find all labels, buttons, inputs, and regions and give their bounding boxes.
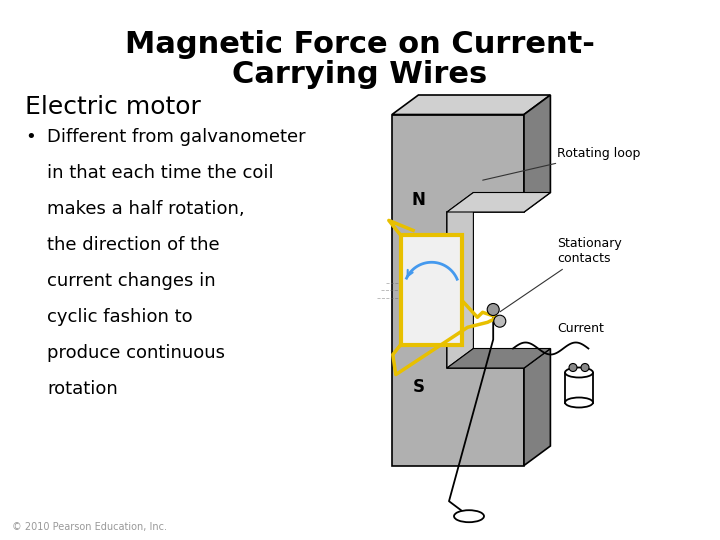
Text: rotation: rotation [47, 380, 118, 398]
Text: Stationary
contacts: Stationary contacts [500, 237, 622, 312]
Circle shape [494, 315, 505, 327]
Text: •: • [25, 128, 36, 146]
Text: Electric motor: Electric motor [25, 95, 201, 119]
Ellipse shape [565, 368, 593, 377]
Polygon shape [524, 348, 550, 465]
Bar [401, 235, 462, 345]
Ellipse shape [565, 397, 593, 408]
Text: makes a half rotation,: makes a half rotation, [47, 200, 245, 218]
Polygon shape [447, 192, 474, 368]
Text: Carrying Wires: Carrying Wires [233, 60, 487, 89]
Circle shape [581, 363, 589, 372]
Polygon shape [524, 95, 550, 212]
Text: Magnetic Force on Current-: Magnetic Force on Current- [125, 30, 595, 59]
Circle shape [487, 303, 499, 315]
Text: © 2010 Pearson Education, Inc.: © 2010 Pearson Education, Inc. [12, 522, 167, 532]
Text: current changes in: current changes in [47, 272, 215, 290]
Circle shape [569, 363, 577, 372]
Text: Current: Current [557, 322, 604, 335]
Text: Different from galvanometer: Different from galvanometer [47, 128, 305, 146]
Polygon shape [392, 114, 524, 465]
Text: cyclic fashion to: cyclic fashion to [47, 308, 193, 326]
Ellipse shape [454, 510, 484, 522]
Polygon shape [392, 95, 550, 114]
Text: Rotating loop: Rotating loop [482, 147, 640, 180]
Polygon shape [447, 348, 550, 368]
Text: the direction of the: the direction of the [47, 236, 220, 254]
Text: S: S [413, 379, 424, 396]
Text: in that each time the coil: in that each time the coil [47, 164, 274, 182]
Polygon shape [447, 192, 550, 212]
Text: N: N [411, 191, 426, 210]
Text: produce continuous: produce continuous [47, 344, 225, 362]
Bar [565, 373, 593, 402]
